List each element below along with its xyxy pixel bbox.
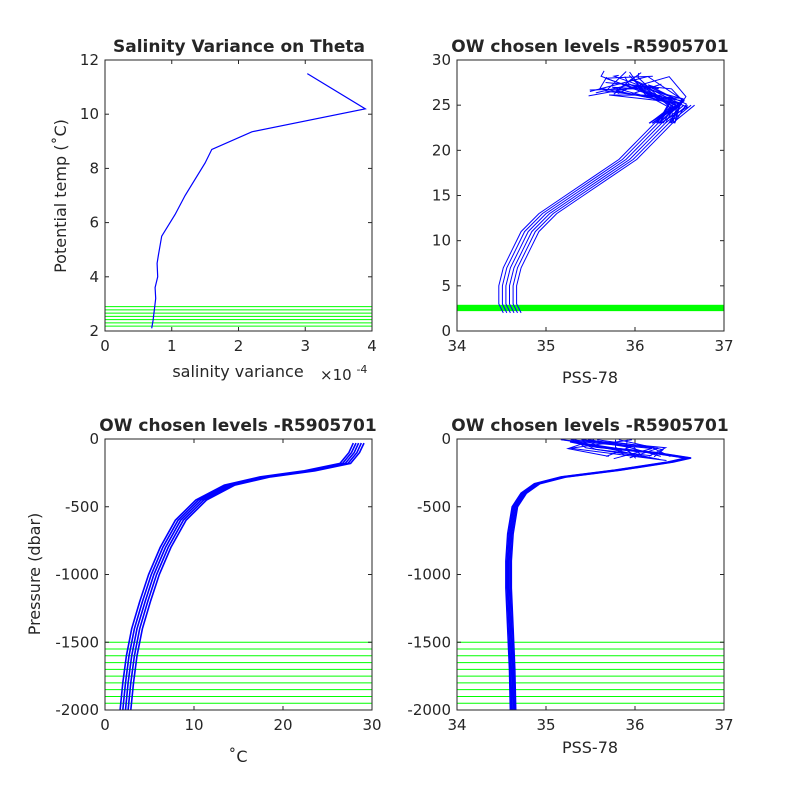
panel-2-y-tick-label: 10 bbox=[432, 232, 451, 250]
panel-4-y-tick-label: -2000 bbox=[407, 701, 451, 719]
theta-salinity-profile bbox=[516, 104, 695, 314]
panel-1-y-tick-label: 10 bbox=[80, 105, 99, 123]
theta-salinity-profile-top bbox=[617, 87, 672, 124]
panel-4-plot-area: 34 35 36 37 -2000 -1500 -1000 -500 0 bbox=[407, 430, 733, 734]
panel-4-x-tick-label: 34 bbox=[447, 716, 466, 734]
panel-1-y-tick-label: 2 bbox=[89, 322, 99, 340]
theta-salinity-profile-top bbox=[635, 76, 687, 124]
panel-2-y-tick-label: 5 bbox=[441, 277, 451, 295]
panel-4-y-tick-label: -1500 bbox=[407, 633, 451, 651]
panel-pressure-temperature: OW chosen levels -R5905701 0 10 20 30 -2000 -… bbox=[25, 416, 382, 766]
panel-1-x-tick-label: 3 bbox=[300, 337, 310, 355]
panel-1-y-tick-label: 6 bbox=[89, 214, 99, 232]
panel-4-x-tick-label: 37 bbox=[714, 716, 733, 734]
panel-3-axes-box bbox=[104, 438, 373, 711]
panel-3-y-label: Pressure (dbar) bbox=[25, 513, 44, 636]
panel-1-x-exponent-power: -4 bbox=[356, 363, 367, 376]
panel-2-x-tick-label: 36 bbox=[625, 337, 644, 355]
panel-1-y-tick-label: 8 bbox=[89, 159, 99, 177]
theta-salinity-profile-top bbox=[647, 84, 674, 124]
panel-salinity-variance: Salinity Variance on Theta 0 1 2 3 424681012… bbox=[51, 37, 377, 384]
panel-4-x-label: PSS-78 bbox=[562, 738, 618, 757]
salinity-profile-top bbox=[561, 439, 637, 457]
theta-salinity-profile bbox=[498, 104, 678, 314]
panel-3-title: OW chosen levels -R5905701 bbox=[99, 416, 376, 436]
theta-salinity-profile bbox=[509, 104, 688, 314]
panel-4-axes-box bbox=[456, 438, 725, 711]
panel-3-y-tick-label: -1000 bbox=[55, 566, 99, 584]
panel-2-y-tick-label: 0 bbox=[441, 322, 451, 340]
salinity-profile-top bbox=[618, 439, 665, 458]
panel-4-x-tick-label: 35 bbox=[536, 716, 555, 734]
panel-1-title: Salinity Variance on Theta bbox=[113, 37, 365, 57]
panel-theta-salinity: OW chosen levels -R5905701 34 35 36 37 0 5 10 1… bbox=[432, 37, 734, 387]
panel-1-x-tick-label: 0 bbox=[100, 337, 110, 355]
panel-1-x-tick-label: 1 bbox=[167, 337, 177, 355]
theta-salinity-profile bbox=[501, 104, 681, 314]
panel-4-y-tick-label: -1000 bbox=[407, 566, 451, 584]
panel-3-x-tick-label: 0 bbox=[100, 716, 110, 734]
panel-3-y-tick-label: 0 bbox=[89, 430, 99, 448]
theta-salinity-profile bbox=[512, 104, 692, 314]
panel-4-x-tick-label: 36 bbox=[625, 716, 644, 734]
panel-2-title: OW chosen levels -R5905701 bbox=[451, 37, 728, 57]
panel-3-x-tick-label: 30 bbox=[362, 716, 381, 734]
panel-2-y-tick-label: 25 bbox=[432, 96, 451, 114]
theta-salinity-profile bbox=[505, 104, 685, 314]
panel-2-plot-area: 34 35 36 37 0 5 10 15 20 25 30 bbox=[432, 51, 734, 355]
panel-3-y-tick-label: -500 bbox=[65, 498, 99, 516]
salinity-profile-top bbox=[615, 439, 625, 456]
panel-1-axes-box bbox=[104, 59, 373, 332]
panel-pressure-salinity: OW chosen levels -R5905701 34 35 36 37 -2000… bbox=[407, 416, 733, 757]
panel-2-axes-box bbox=[456, 59, 725, 332]
panel-3-x-tick-label: 10 bbox=[184, 716, 203, 734]
theta-salinity-profile-top bbox=[599, 76, 677, 124]
panel-3-y-tick-label: -2000 bbox=[55, 701, 99, 719]
panel-4-title: OW chosen levels -R5905701 bbox=[451, 416, 728, 436]
panel-1-x-exponent: ×10 -4 bbox=[320, 363, 367, 384]
salinity-variance-line bbox=[151, 73, 367, 329]
panel-1-x-label: salinity variance bbox=[172, 362, 303, 381]
panel-1-x-tick-label: 2 bbox=[234, 337, 244, 355]
panel-3-x-label: ˚C bbox=[228, 747, 247, 766]
panel-1-y-label: Potential temp (˚C) bbox=[51, 119, 70, 273]
panel-2-x-tick-label: 35 bbox=[536, 337, 555, 355]
theta-salinity-profile-top bbox=[635, 85, 685, 124]
panel-2-y-tick-label: 30 bbox=[432, 51, 451, 69]
panel-1-y-tick-label: 4 bbox=[89, 268, 99, 286]
panel-3-y-tick-label: -1500 bbox=[55, 633, 99, 651]
panel-3-plot-area: 0 10 20 30 -2000 -1500 -1000 -500 0 bbox=[55, 430, 381, 734]
panel-3-x-tick-label: 20 bbox=[273, 716, 292, 734]
panel-1-x-tick-label: 4 bbox=[367, 337, 377, 355]
panel-2-x-tick-label: 37 bbox=[714, 337, 733, 355]
salinity-profile bbox=[510, 440, 692, 711]
temperature-profile bbox=[130, 442, 365, 711]
panel-1-y-tick-label: 12 bbox=[80, 51, 99, 69]
panel-2-x-label: PSS-78 bbox=[562, 368, 618, 387]
salinity-profile-top bbox=[566, 439, 609, 457]
panel-4-y-tick-label: 0 bbox=[441, 430, 451, 448]
panel-2-y-tick-label: 20 bbox=[432, 141, 451, 159]
panel-2-y-tick-label: 15 bbox=[432, 187, 451, 205]
panel-1-x-exponent-base: ×10 bbox=[320, 366, 352, 384]
panel-2-x-tick-label: 34 bbox=[447, 337, 466, 355]
panel-4-y-tick-label: -500 bbox=[417, 498, 451, 516]
salinity-profile-top bbox=[560, 439, 653, 460]
chosen-level-band bbox=[457, 304, 724, 312]
